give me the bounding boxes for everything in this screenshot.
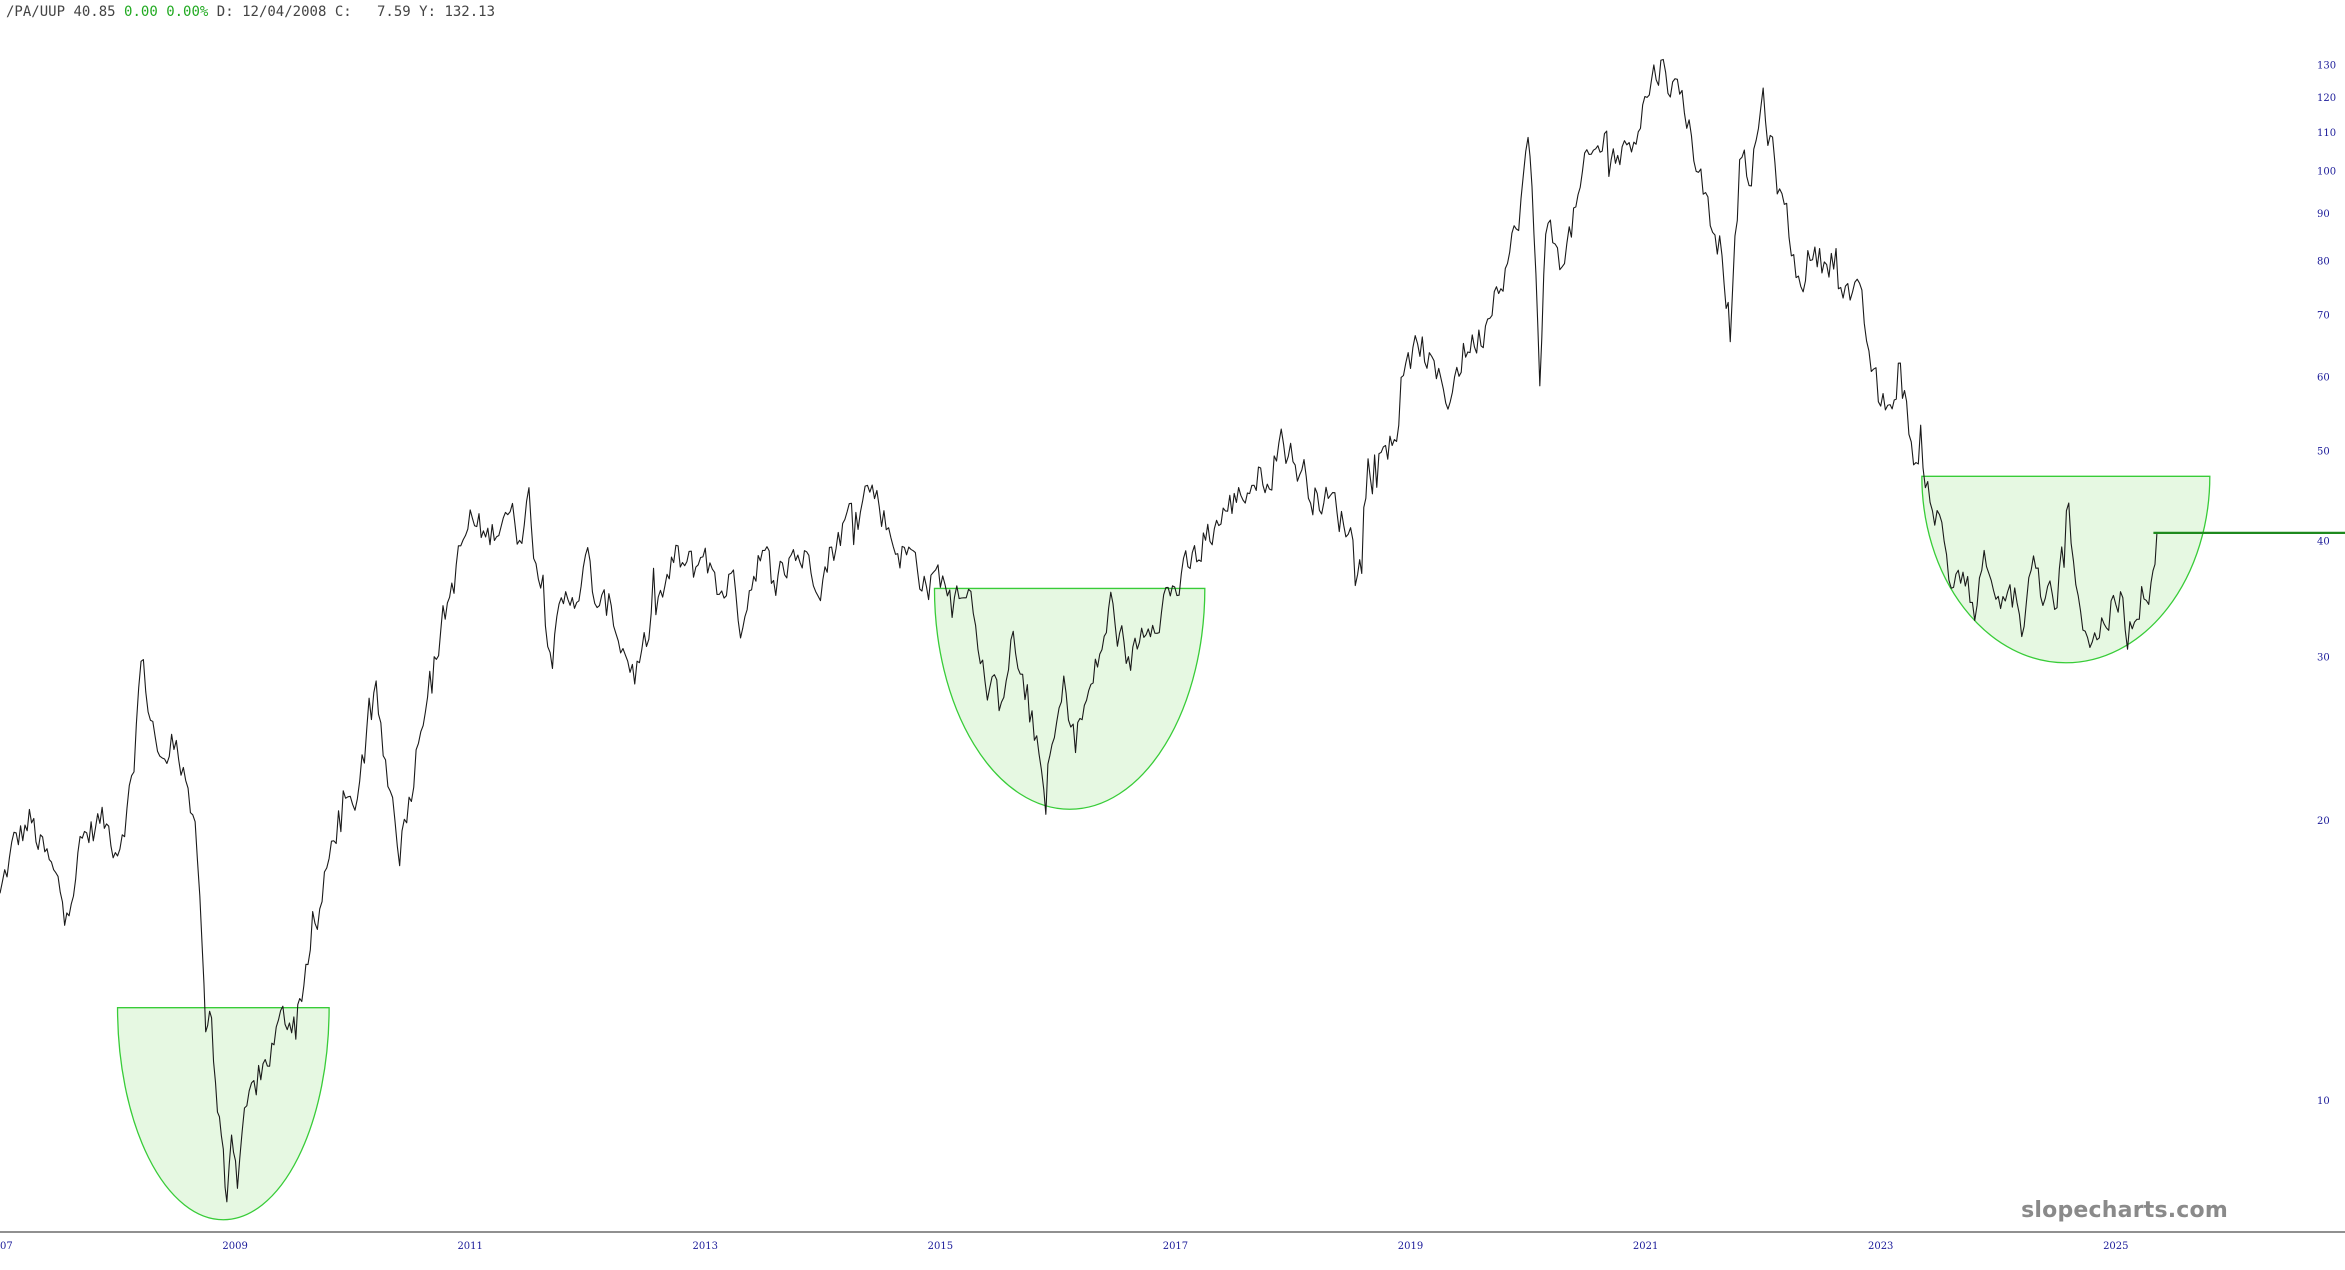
x-tick-label: 2009 [222,1241,247,1252]
x-tick-label: 2019 [1398,1241,1423,1252]
x-tick-label: 2015 [928,1241,953,1252]
y-tick-label: 20 [2317,816,2330,827]
cup-pattern-3 [1921,475,2211,663]
x-tick-label: 2011 [457,1241,482,1252]
x-tick-label: 2025 [2103,1241,2128,1252]
price-series [0,58,2158,1203]
y-tick-label: 110 [2317,128,2336,139]
y-tick-label: 50 [2317,446,2330,457]
x-tick-label: 2013 [693,1241,718,1252]
cup-patterns [116,475,2211,1221]
y-tick-label: 10 [2317,1096,2330,1107]
y-tick-label: 100 [2317,167,2336,178]
status-bar: /PA/UUP 40.85 0.00 0.00% D: 12/04/2008 C… [6,2,495,22]
cursor-y-value: 132.13 [444,4,496,20]
date-label: D: [216,4,234,20]
y-tick-label: 60 [2317,373,2330,384]
cursor-c-label: C: [334,4,352,20]
y-tick-label: 120 [2317,93,2336,104]
cup-pattern-2 [934,588,1204,809]
symbol-label: /PA/UUP [6,4,66,20]
y-tick-label: 90 [2317,209,2330,220]
cup-pattern-1 [116,1007,330,1221]
y-tick-label: 130 [2317,61,2336,72]
x-tick-label: 2007 [0,1241,13,1252]
change-percent: 0.00% [166,4,209,20]
x-tick-label: 2023 [1868,1241,1893,1252]
change-value: 0.00 [124,4,158,20]
y-tick-label: 30 [2317,653,2330,664]
watermark-logo: slopecharts.com [2021,1198,2228,1223]
cursor-date: 12/04/2008 [242,4,327,20]
x-tick-label: 2017 [1163,1241,1188,1252]
price-line [0,58,2158,1203]
axes: 10 20 30 40 50 60 70 80 90 100 110 120 130 2007 2009 20… [0,61,2345,1252]
last-price: 40.85 [73,4,116,20]
cursor-y-label: Y: [419,4,436,20]
x-tick-label: 2021 [1633,1241,1658,1252]
y-tick-label: 80 [2317,257,2330,268]
y-tick-label: 70 [2317,311,2330,322]
cursor-c-value: 7.59 [376,4,411,20]
y-tick-label: 40 [2317,536,2330,547]
